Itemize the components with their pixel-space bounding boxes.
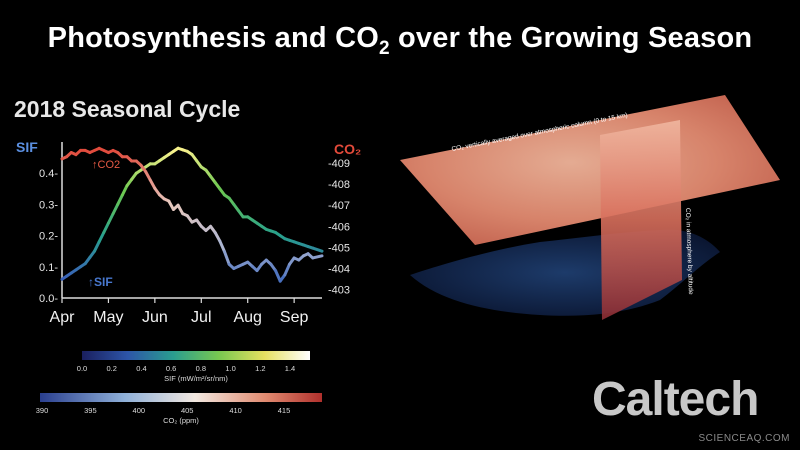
colorbar-legends: 0.0 0.2 0.4 0.6 0.8 1.0 1.2 1.4 SIF (mW/m²/sr/nm… <box>36 351 322 425</box>
right-tick-label: -404 <box>328 263 350 275</box>
co2-colorbar-tick: 395 <box>84 406 97 415</box>
x-tick-label: Jul <box>191 309 211 326</box>
right-tick-label: -408 <box>328 179 350 191</box>
sif-colorbar-tick: 0.2 <box>106 364 116 373</box>
co2-line-segment <box>148 178 157 190</box>
co2-line-segment <box>283 262 291 277</box>
co2-altitude-wall <box>600 120 682 320</box>
seasonal-cycle-chart: SIF CO₂ 0.0- 0.1- 0.2- 0.3- 0.4- -403 -404 -405 -4… <box>16 139 361 326</box>
co2-colorbar <box>40 393 322 402</box>
sif-colorbar <box>82 351 310 360</box>
page-title: Photosynthesis and CO2 over the Growing … <box>47 22 753 59</box>
left-tick-label: 0.3- <box>39 199 58 211</box>
sif-line-segment <box>111 202 120 216</box>
x-tick-label: Aug <box>233 309 261 326</box>
sif-colorbar-label: SIF (mW/m²/sr/nm) <box>164 374 228 383</box>
co2-line-segment <box>274 269 282 283</box>
co2-colorbar-tick: 415 <box>278 406 291 415</box>
sif-colorbar-tick: 0.4 <box>136 364 146 373</box>
sif-colorbar-tick: 1.0 <box>225 364 235 373</box>
sif-axis-label: SIF <box>16 139 38 155</box>
co2-line-segment <box>144 170 152 182</box>
co2-colorbar-tick: 410 <box>229 406 242 415</box>
x-tick-label: Sep <box>280 309 309 326</box>
co2-line-segment <box>311 254 324 260</box>
co2-colorbar-tick: 390 <box>36 406 49 415</box>
sif-line-segment <box>93 240 101 253</box>
co2-line-segment <box>223 250 231 266</box>
left-tick-label: 0.2- <box>39 231 58 243</box>
sif-line-segment <box>102 221 110 234</box>
sif-line-segment <box>120 184 129 197</box>
right-tick-label: -403 <box>328 285 350 297</box>
wall-label: CO₂ in atmosphere by altitude <box>684 208 694 295</box>
co2-colorbar-label: CO₂ (ppm) <box>163 416 199 425</box>
sif-series-label: ↑SIF <box>88 275 113 289</box>
co2-line-segment <box>213 231 222 243</box>
sif-colorbar-tick: 0.8 <box>196 364 206 373</box>
co2-line-segment <box>218 239 226 254</box>
x-tick-label: Apr <box>50 309 76 326</box>
sif-colorbar-tick: 1.2 <box>255 364 265 373</box>
right-tick-label: -409 <box>328 158 350 170</box>
left-tick-label: 0.1- <box>39 262 58 274</box>
sif-line-segment <box>106 212 115 225</box>
right-tick-label: -407 <box>328 200 350 212</box>
x-tick-label: May <box>93 309 123 326</box>
sif-line-segment <box>116 193 124 206</box>
sif-line-segment <box>97 230 106 244</box>
chart-title: 2018 Seasonal Cycle <box>14 96 241 122</box>
sif-line-segment <box>311 246 324 253</box>
sif-colorbar-tick: 0.6 <box>166 364 176 373</box>
right-tick-label: -406 <box>328 221 350 233</box>
co2-axis-label: CO₂ <box>334 141 361 157</box>
co2-colorbar-tick: 405 <box>181 406 194 415</box>
source-credit: SCIENCEAQ.COM <box>698 433 790 444</box>
left-tick-label: 0.0- <box>39 293 58 305</box>
x-tick-label: Jun <box>142 309 168 326</box>
co2-series-label: ↑CO2 <box>92 159 120 171</box>
left-tick-label: 0.4- <box>39 168 58 180</box>
co2-3d-visualization: CO₂ vertically averaged over atmospheric… <box>400 95 780 320</box>
sif-colorbar-tick: 0.0 <box>77 364 87 373</box>
caltech-logo: Caltech <box>592 373 759 426</box>
right-tick-label: -405 <box>328 242 350 254</box>
co2-colorbar-tick: 400 <box>133 406 146 415</box>
co2-line-segment <box>167 199 175 211</box>
sif-colorbar-tick: 1.4 <box>285 364 295 373</box>
co2-line-segment <box>176 203 185 216</box>
co2-plane <box>400 95 780 245</box>
